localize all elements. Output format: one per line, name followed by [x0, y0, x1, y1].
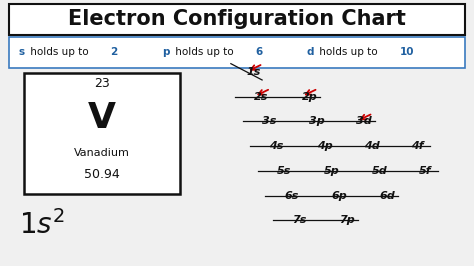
- Text: 6s: 6s: [284, 190, 299, 201]
- Text: holds up to: holds up to: [172, 47, 237, 57]
- Text: 1s: 1s: [246, 67, 261, 77]
- Text: 50.94: 50.94: [84, 168, 120, 181]
- Text: 4s: 4s: [269, 141, 283, 151]
- FancyBboxPatch shape: [24, 73, 180, 194]
- Text: 5f: 5f: [419, 166, 432, 176]
- Text: holds up to: holds up to: [316, 47, 381, 57]
- Text: 4d: 4d: [364, 141, 380, 151]
- Text: 10: 10: [400, 47, 414, 57]
- Text: 6d: 6d: [379, 190, 395, 201]
- Text: 3s: 3s: [262, 116, 276, 126]
- Text: 7p: 7p: [339, 215, 355, 225]
- Text: holds up to: holds up to: [27, 47, 92, 57]
- Text: Electron Configuration Chart: Electron Configuration Chart: [68, 9, 406, 29]
- Text: V: V: [88, 101, 116, 135]
- Text: $1s^2$: $1s^2$: [19, 210, 65, 240]
- Text: 5p: 5p: [324, 166, 340, 176]
- Text: Vanadium: Vanadium: [74, 148, 130, 158]
- Text: 4f: 4f: [411, 141, 424, 151]
- Text: 5s: 5s: [277, 166, 291, 176]
- Text: 3p: 3p: [309, 116, 325, 126]
- Text: 2s: 2s: [254, 92, 268, 102]
- Text: p: p: [162, 47, 169, 57]
- Text: 2: 2: [110, 47, 118, 57]
- Text: 3d: 3d: [356, 116, 372, 126]
- Text: d: d: [307, 47, 314, 57]
- FancyBboxPatch shape: [9, 37, 465, 68]
- Text: 23: 23: [94, 77, 110, 90]
- Text: 5d: 5d: [372, 166, 387, 176]
- Text: s: s: [19, 47, 25, 57]
- Text: 6: 6: [255, 47, 263, 57]
- FancyBboxPatch shape: [9, 4, 465, 35]
- Text: 6p: 6p: [332, 190, 347, 201]
- Text: 2p: 2p: [301, 92, 317, 102]
- Text: 7s: 7s: [292, 215, 306, 225]
- Text: 4p: 4p: [317, 141, 332, 151]
